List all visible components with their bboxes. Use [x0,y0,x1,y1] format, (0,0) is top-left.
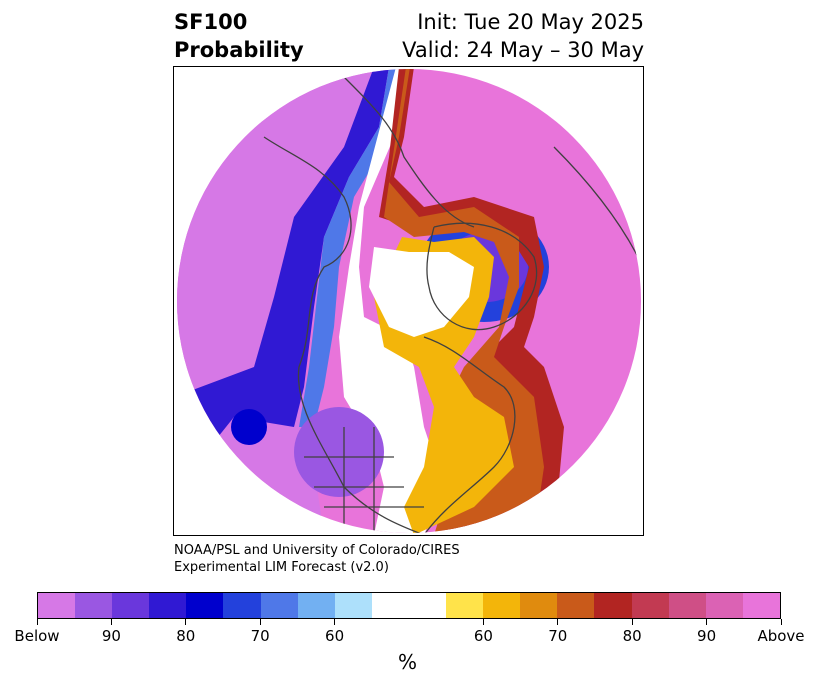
below-core-pacific [231,409,267,445]
colorbar-tick-label: 80 [176,627,196,645]
colorbar-unit: % [398,650,418,674]
title-type: Probability [174,38,304,62]
colorbar-segment [408,593,447,618]
below-core-west-us [294,407,384,497]
coastlines [263,76,641,533]
colorbar-segment [149,593,187,618]
colorbar-tick-label: 70 [548,627,568,645]
blue-light-band [299,69,396,427]
colorbar-tick [631,619,633,625]
colorbar-tick [706,619,708,625]
colorbar-tick-label: 90 [697,627,717,645]
colorbar-tick-label: 70 [250,627,270,645]
colorbar-tick [780,619,782,625]
colorbar-segment [520,593,558,618]
colorbar-tick [482,619,484,625]
forecast-map [173,66,644,536]
arctic-near-normal [369,247,474,337]
colorbar-segment [38,593,76,618]
colorbar-segment [260,593,298,618]
colorbar-segment [75,593,113,618]
colorbar-tick [185,619,187,625]
colorbar-tick-label: 60 [473,627,493,645]
colorbar-segment [483,593,521,618]
colorbar-segment [742,593,780,618]
colorbar-tick-label: Above [757,627,805,645]
colorbar-tick [110,619,112,625]
colorbar-segment [705,593,743,618]
credit-line-2: Experimental LIM Forecast (v2.0) [174,560,389,575]
colorbar-tick [259,619,261,625]
colorbar-segment [186,593,224,618]
credit-text: NOAA/PSL and University of Colorado/CIRE… [174,542,460,576]
colorbar-segment [112,593,150,618]
chart-title-left: SF100 Probability [174,8,304,64]
colorbar-segment [446,593,484,618]
colorbar-tick-label: Below [14,627,60,645]
colorbar-tick [557,619,559,625]
valid-range: Valid: 24 May – 30 May [402,38,644,62]
colorbar-tick [334,619,336,625]
colorbar-tick [36,619,38,625]
colorbar-segment [594,593,632,618]
colorbar-segment [223,593,261,618]
colorbar-tick-label: 80 [622,627,642,645]
colorbar-segment [334,593,372,618]
colorbar [37,592,781,619]
polar-map-svg [177,69,641,533]
title-variable: SF100 [174,10,248,34]
init-date: Init: Tue 20 May 2025 [417,10,644,34]
colorbar-segment [668,593,706,618]
chart-title-right: Init: Tue 20 May 2025 Valid: 24 May – 30… [402,8,644,64]
blue-band [177,69,389,533]
colorbar-segment [557,593,595,618]
colorbar-tick-label: 60 [325,627,345,645]
credit-line-1: NOAA/PSL and University of Colorado/CIRE… [174,543,460,558]
colorbar-segment [631,593,669,618]
colorbar-tick-label: 90 [101,627,121,645]
colorbar-segment [297,593,335,618]
colorbar-segment [371,593,409,618]
